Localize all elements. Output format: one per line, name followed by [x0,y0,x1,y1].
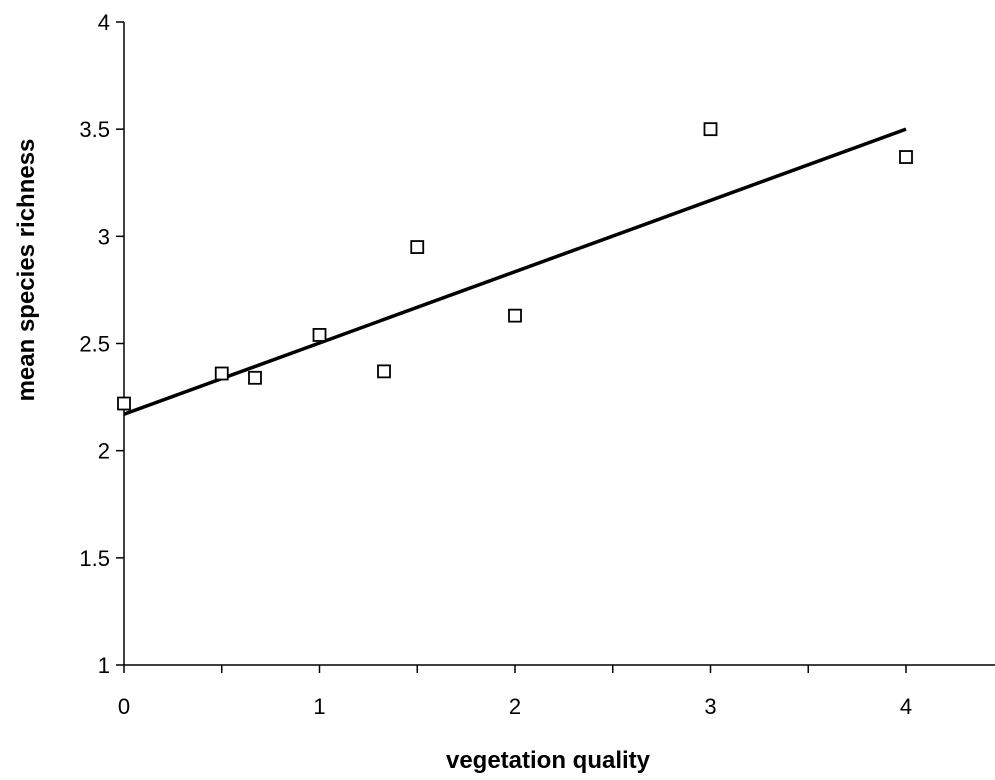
data-point [312,328,327,342]
data-point [703,122,718,137]
trendline-group [123,127,907,416]
x-tick-label: 2 [509,694,521,719]
y-tick-label: 2.5 [79,332,110,357]
y-tick-label: 1.5 [79,546,110,571]
y-tick-label: 3 [98,224,110,249]
data-point [410,240,425,254]
data-points [117,122,913,411]
y-axis-title: mean species richness [13,139,40,402]
y-tick-label: 4 [98,10,110,35]
x-tick-label: 1 [313,694,325,719]
x-ticks: 0 1 2 3 4 [118,665,912,719]
x-tick-label: 0 [118,694,130,719]
y-tick-label: 1 [98,653,110,678]
data-point [899,150,913,164]
data-point [248,370,262,385]
data-point [214,366,229,381]
y-tick-label: 2 [98,439,110,464]
data-point [377,364,391,379]
x-tick-label: 3 [704,694,716,719]
axes [123,22,995,666]
data-point [508,308,522,323]
y-tick-label: 3.5 [79,117,110,142]
x-axis-title: vegetation quality [446,747,651,774]
trendline [123,127,907,416]
data-point [117,396,131,411]
y-ticks: 1 1.5 2 2.5 3 3.5 4 [79,10,124,678]
x-tick-label: 4 [900,694,912,719]
